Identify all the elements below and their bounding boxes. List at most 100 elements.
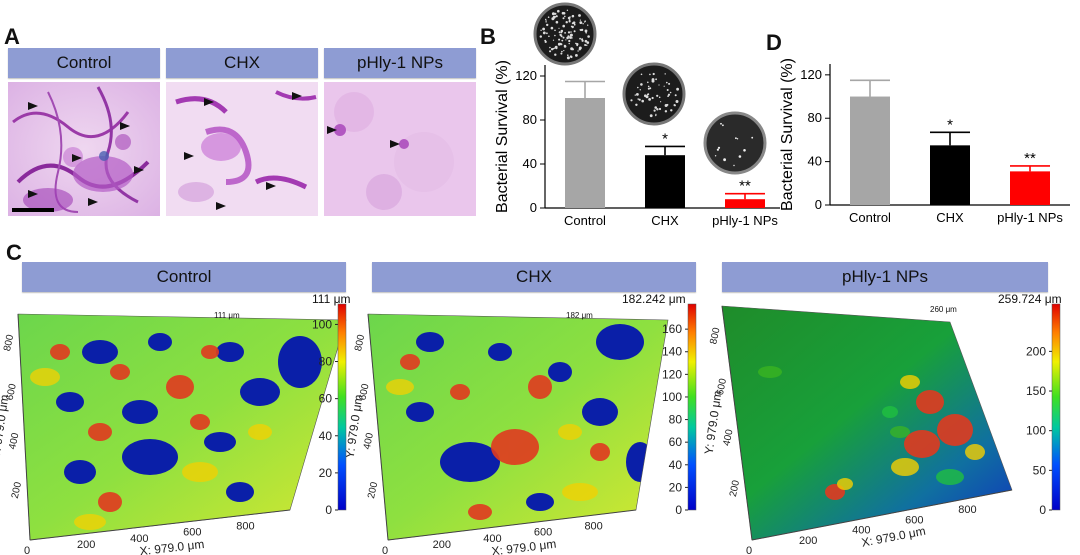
colony-dot	[558, 38, 561, 41]
chart-b-plates	[533, 2, 767, 175]
colony-dot	[656, 108, 659, 111]
map-y-tick-label: 600	[5, 382, 19, 401]
micrograph-chx	[166, 82, 318, 216]
map-y-tick-label: 800	[2, 333, 16, 352]
colony-dot	[655, 78, 657, 81]
colony-dot	[667, 93, 671, 96]
colony-dot	[720, 122, 722, 125]
map-y-tick-label: 800	[708, 326, 722, 345]
colony-dot	[551, 17, 555, 21]
colony-dot	[658, 96, 661, 99]
colony-dot	[580, 28, 584, 32]
colony-dot	[649, 114, 653, 118]
colony-dot	[568, 20, 571, 23]
colony-dot	[562, 17, 565, 20]
colorbar-max-phly: 259.724 μm	[998, 292, 1062, 306]
map-y-tick-label: 800	[353, 333, 367, 352]
colony-dot	[554, 29, 556, 32]
colony-dot	[586, 41, 590, 44]
colorbar-tick-label: 100	[312, 317, 332, 331]
colony-dot	[651, 96, 654, 100]
colony-dot	[579, 19, 581, 21]
colony-dot	[570, 31, 572, 33]
colony-dot	[577, 50, 579, 52]
agar-plate-phly-icon	[703, 111, 767, 175]
colony-dot	[644, 94, 647, 97]
colony-dot	[647, 87, 650, 90]
colony-dot	[561, 50, 563, 53]
significance-2: **	[1024, 150, 1036, 167]
peak-label-phly: 260 μm	[930, 305, 957, 314]
colony-dot	[714, 155, 717, 157]
colony-dot	[676, 87, 679, 91]
colorbar-tick-label: 0	[325, 503, 332, 517]
colony-dot	[560, 43, 563, 46]
panel-label-b: B	[480, 24, 496, 49]
map-x-tick-label: 0	[24, 545, 30, 555]
map-x-tick-label: 200	[77, 539, 95, 551]
colony-dot	[578, 46, 582, 50]
colony-dot	[652, 72, 655, 76]
colorbar-tick-label: 150	[1026, 384, 1046, 398]
map-x-tick-label: 0	[746, 545, 752, 555]
map-y-axis	[367, 313, 389, 541]
colony-dot	[666, 89, 669, 91]
map-y-axis-label: Y: 979.0 μm	[0, 394, 11, 460]
colony-dot	[656, 94, 659, 97]
colony-dot	[562, 36, 565, 39]
colorbar-tick-label: 80	[319, 355, 333, 369]
x-tick-label-1: CHX	[651, 213, 679, 228]
map-x-tick-label: 600	[905, 514, 923, 526]
colony-dot	[554, 53, 557, 56]
map-x-axis	[29, 509, 291, 541]
significance-2: **	[739, 178, 751, 195]
colorbar-max-chx: 182.242 μm	[622, 292, 686, 306]
colony-dot	[561, 39, 564, 42]
colony-dot	[570, 56, 573, 59]
colony-dot	[547, 16, 550, 19]
colony-dot	[658, 84, 660, 86]
map-x-tick-label: 400	[130, 533, 148, 545]
colony-dot	[654, 106, 657, 109]
y-tick-label: 120	[800, 67, 822, 82]
colony-dot	[639, 89, 641, 91]
colorbar-tick-label: 20	[669, 480, 683, 494]
colorbar-tick-label: 100	[662, 390, 682, 404]
colony-dot	[638, 98, 641, 101]
colony-dot	[751, 136, 754, 139]
colony-dot	[571, 14, 575, 18]
x-tick-label-2: pHly-1 NPs	[997, 210, 1063, 225]
map-x-tick-label: 400	[852, 525, 870, 537]
colony-dot	[736, 138, 739, 140]
colony-dot	[571, 48, 574, 51]
chart-d: 0 40 80 120 Bacterial Survival (%) Control * CH…	[780, 58, 1070, 225]
colony-dot	[664, 110, 668, 113]
colorbar-tick-label: 0	[675, 503, 682, 517]
colony-dot	[567, 54, 569, 56]
colorbar-control	[337, 303, 347, 511]
colony-dot	[563, 44, 566, 47]
colony-dot	[555, 20, 559, 24]
colony-dot	[552, 39, 555, 41]
map-y-tick-label: 600	[357, 382, 371, 401]
colony-dot	[546, 23, 549, 27]
map-x-tick-label: 200	[799, 535, 817, 547]
colony-dot	[554, 34, 556, 37]
colony-dot	[579, 21, 583, 24]
map-x-tick-label: 200	[433, 539, 451, 551]
colony-dot	[564, 32, 566, 34]
micrograph-phly	[324, 82, 476, 216]
colorbar-tick-label: 200	[1026, 344, 1046, 358]
colony-dot	[733, 164, 735, 167]
x-tick-label-0: Control	[564, 213, 606, 228]
colorbar-tick-label: 50	[1033, 463, 1047, 477]
colony-dot	[554, 16, 557, 18]
colony-dot	[558, 27, 560, 29]
panel-c-header-phly: pHly-1 NPs	[722, 262, 1048, 292]
colony-dot	[579, 37, 581, 40]
colony-dot	[566, 9, 569, 11]
colony-dot	[554, 12, 557, 15]
map-x-tick-label: 600	[534, 527, 552, 539]
agar-plate-chx-icon	[622, 62, 686, 126]
colony-dot	[584, 21, 586, 23]
